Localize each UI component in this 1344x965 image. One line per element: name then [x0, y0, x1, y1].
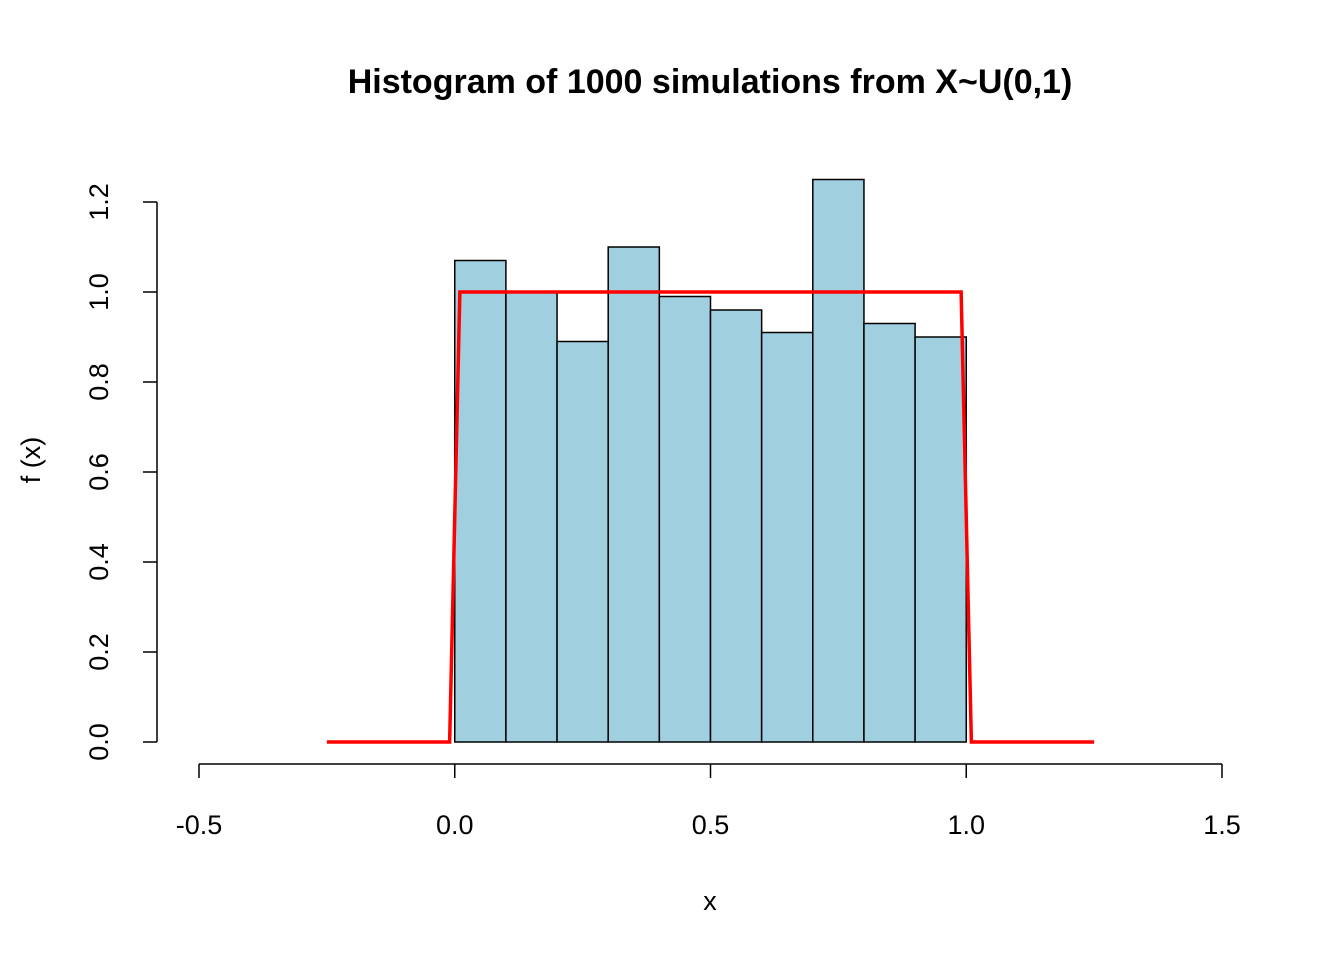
y-tick-label-6: 1.2 — [84, 183, 114, 221]
y-tick-label-4: 0.8 — [84, 363, 114, 401]
y-tick-label-5: 1.0 — [84, 273, 114, 311]
density-line-layer — [326, 290, 1095, 744]
histogram-bar-4 — [658, 295, 712, 743]
x-tick-label-4: 1.5 — [1203, 810, 1241, 840]
histogram-bar-8 — [863, 322, 916, 743]
histogram-bar-6 — [760, 331, 814, 743]
histogram-bar-0 — [454, 259, 507, 743]
x-tick-label-3: 1.0 — [947, 810, 985, 840]
x-tick-label-2: 0.5 — [692, 810, 730, 840]
histogram-bar-5 — [709, 309, 763, 743]
histogram-bar-2 — [556, 340, 609, 743]
x-axis: -0.5 0.0 0.5 1.0 1.5 — [176, 763, 1241, 840]
histogram-bar-9 — [914, 336, 967, 743]
x-tick-label-1: 0.0 — [436, 810, 474, 840]
y-axis: 0.0 0.2 0.4 0.6 0.8 1.0 1.2 — [84, 183, 158, 761]
histogram-bar-7 — [812, 178, 865, 743]
uniform-density-line — [326, 290, 1095, 744]
x-tick-label-0: -0.5 — [176, 810, 223, 840]
histogram-bar-1 — [505, 291, 558, 743]
y-tick-label-1: 0.2 — [84, 633, 114, 671]
y-tick-label-3: 0.6 — [84, 453, 114, 491]
bars-layer — [454, 178, 967, 743]
y-tick-label-0: 0.0 — [84, 723, 114, 761]
histogram-bar-3 — [607, 246, 661, 743]
x-axis-label: x — [703, 886, 717, 916]
y-tick-label-2: 0.4 — [84, 543, 114, 581]
y-axis-label: f (x) — [16, 437, 46, 484]
chart-title: Histogram of 1000 simulations from X~U(0… — [348, 63, 1073, 101]
